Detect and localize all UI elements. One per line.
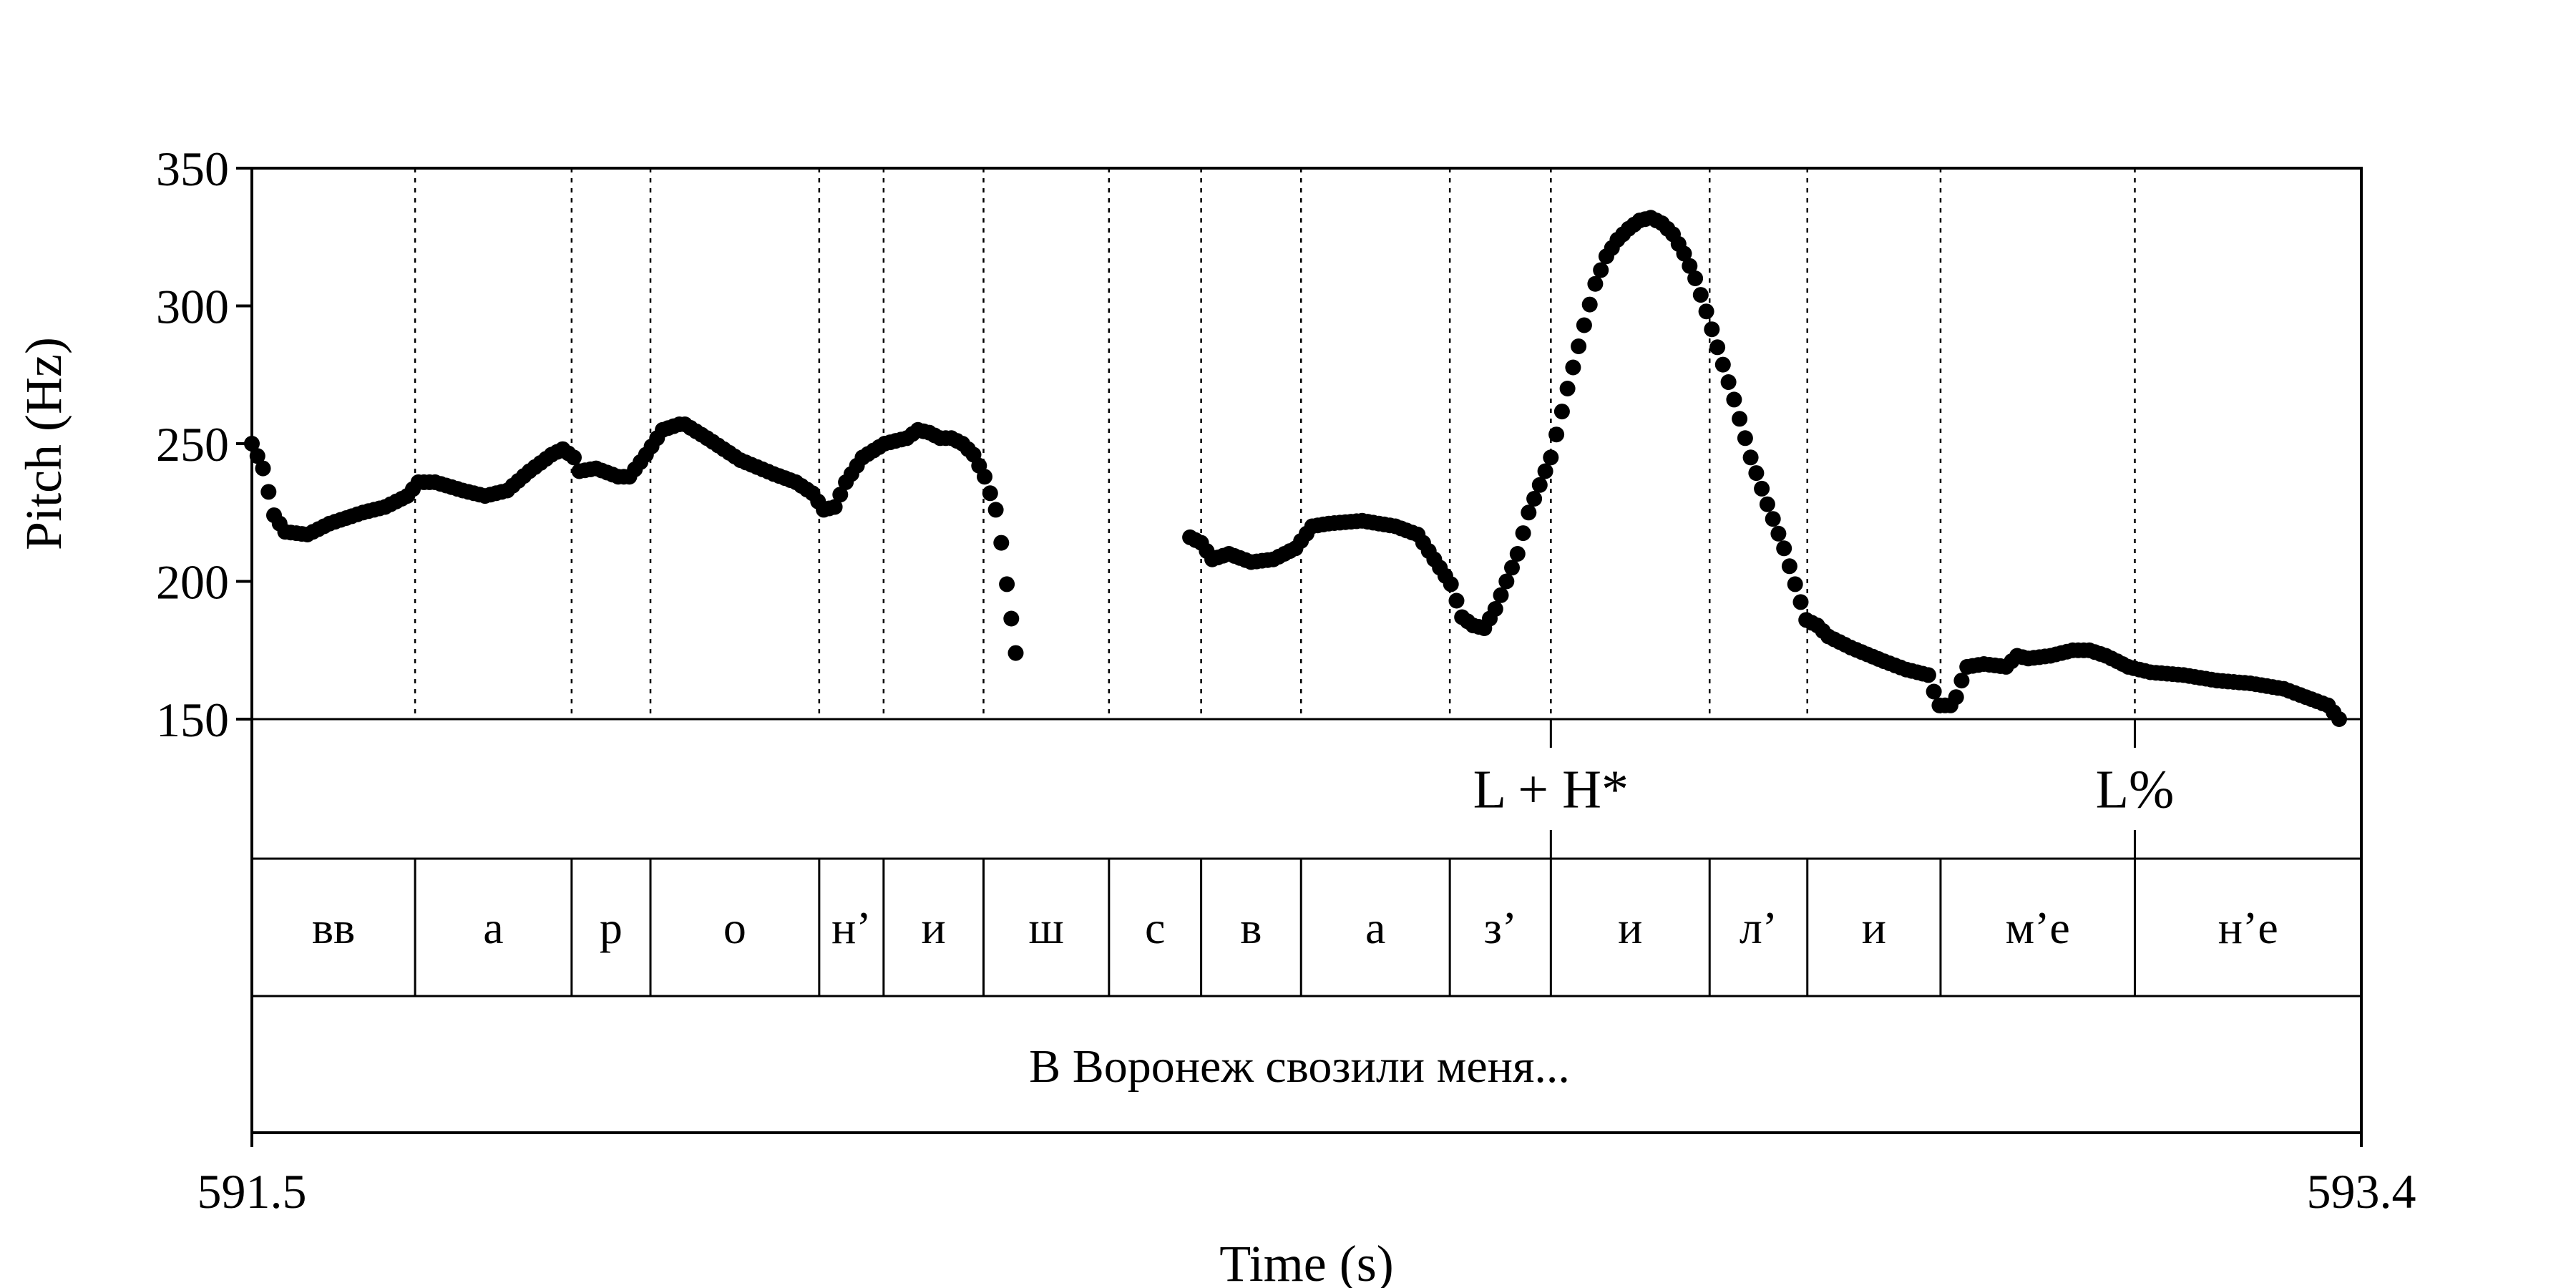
segment-label: с [1145,902,1165,953]
y-axis: 150 200 250 300 350 [156,142,252,747]
pitch-point [1953,673,1970,689]
pitch-point [1709,339,1726,356]
pitch-point [1559,381,1576,396]
pitch-point [566,449,582,466]
pitch-point [1543,449,1559,466]
pitch-point [832,487,849,503]
pitch-point [993,535,1010,551]
pitch-point [987,502,1004,518]
pitch-point [1748,465,1765,482]
pitch-point [1737,430,1753,447]
pitch-point [1521,504,1537,521]
pitch-point [255,460,271,477]
pitch-point [1498,573,1515,590]
pitch-point [1781,558,1797,575]
pitch-point [1776,540,1792,557]
pitch-point [1692,287,1709,303]
pitch-point [1448,592,1465,609]
pitch-point [982,485,998,502]
segment-label: м’е [2006,902,2070,953]
pitch-point [1682,258,1698,274]
pitch-point [1587,275,1604,292]
pitch-point [1742,449,1759,466]
pitch-point [1493,587,1509,603]
pitch-point [1704,321,1720,338]
tone-tier: L + H* L% [1473,719,2175,859]
y-axis-title: Pitch (Hz) [15,337,72,550]
pitch-point [1726,391,1742,408]
pitch-point [2331,711,2347,727]
pitch-point [1515,525,1531,542]
pitch-point [1537,463,1553,479]
pitch-point [1770,525,1787,542]
pitch-point [1687,270,1704,286]
segment-tier: вв а р о н’ и ш с в а з’ и л’ и м’е н’е [312,859,2278,996]
pitch-point [826,499,843,515]
pitch-point [1487,601,1503,617]
pitch-point [1565,359,1581,376]
pitch-point [1920,667,1936,683]
pitch-point [1720,374,1737,390]
segment-label: н’е [2218,902,2278,953]
segment-label: и [1862,902,1886,953]
pitch-point [1003,610,1020,627]
pitch-point [1571,338,1587,354]
pitch-point [249,448,265,464]
utterance-text: В Воронеж свозили меня... [1029,1040,1570,1093]
pitch-point [1531,477,1548,493]
pitch-point [260,484,277,500]
y-tick-label: 250 [156,417,229,472]
segment-label: а [1365,902,1385,953]
frame-group [250,167,2363,1134]
x-axis-title: Time (s) [1219,1235,1393,1288]
pitch-point [1787,576,1803,592]
y-tick-label: 150 [156,693,229,747]
pitch-point [1509,546,1526,562]
x-tick-label-start: 591.5 [197,1164,307,1219]
pitch-point [1553,404,1570,420]
pitch-point [1581,296,1598,313]
pitch-points [244,210,2347,727]
segment-label: и [1618,902,1642,953]
pitch-point [1792,594,1809,610]
pitch-point [1765,511,1781,527]
pitch-point [1926,683,1942,700]
segment-label: и [922,902,946,953]
pitch-point [1698,303,1714,320]
pitch-point [1593,262,1609,278]
pitch-point [977,469,992,485]
pitch-point [1576,317,1592,333]
pitch-point [1754,480,1770,497]
y-tick-label: 300 [156,280,229,334]
pitch-point [1676,245,1692,262]
x-tick-label-end: 593.4 [2307,1164,2416,1219]
pitch-point [1443,576,1459,592]
x-axis: 591.5 593.4 Time (s) [197,1133,2416,1288]
figure-frame [250,167,2363,1134]
pitch-point [1526,491,1543,507]
pitch-point [1008,645,1024,661]
pitch-point [1759,496,1775,512]
tone-label: L% [2096,760,2175,820]
segment-label: н’ [831,902,872,953]
pitch-point [1548,426,1565,443]
pitch-point [999,576,1015,592]
segment-label: а [483,902,503,953]
pitch-point [1732,411,1748,427]
segment-label: в [1240,902,1262,953]
segment-label: р [600,902,623,953]
boundary-gridlines [414,168,2136,719]
tone-label: L + H* [1473,760,1629,820]
segment-label: о [723,902,746,953]
pitch-point [1714,356,1731,373]
segment-label: ш [1029,902,1064,953]
y-tick-label: 350 [156,142,229,196]
segment-label: л’ [1740,902,1777,953]
pitch-point [1504,560,1520,576]
pitch-point [1948,689,1964,706]
segment-label: вв [312,902,355,953]
segment-label: з’ [1483,902,1517,953]
y-tick-label: 200 [156,555,229,610]
